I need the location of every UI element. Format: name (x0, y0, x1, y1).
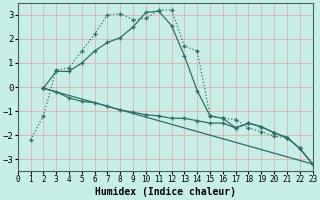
X-axis label: Humidex (Indice chaleur): Humidex (Indice chaleur) (95, 187, 236, 197)
